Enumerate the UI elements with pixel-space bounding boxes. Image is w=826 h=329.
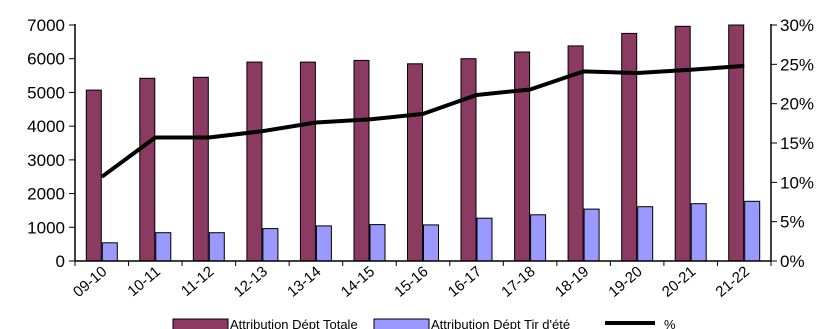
bar-tir-ete	[423, 224, 439, 262]
x-category-label: 10-11	[124, 263, 163, 300]
y-left-tick-label: 5000	[27, 83, 65, 102]
y-right-tick-label: 0%	[780, 252, 805, 271]
y-left-tick-label: 6000	[27, 50, 65, 69]
bar-totale	[460, 58, 477, 262]
y-left-tick-label: 7000	[27, 16, 65, 35]
bar-totale	[728, 24, 745, 262]
bar-totale	[246, 61, 263, 262]
bar-totale	[674, 25, 691, 262]
x-category-label: 15-16	[391, 263, 431, 301]
y-right-tick-label: 30%	[780, 16, 814, 35]
bar-tir-ete	[744, 200, 761, 262]
bar-tir-ete	[155, 232, 172, 262]
bar-tir-ete	[208, 232, 225, 262]
line-layer	[100, 63, 745, 179]
x-category-label: 14-15	[338, 263, 378, 301]
bar-totale	[353, 59, 370, 262]
bar-tir-ete	[476, 217, 493, 262]
bar-totale	[514, 51, 531, 262]
y-left-tick-label: 3000	[27, 151, 65, 170]
y-right-tick-label: 5%	[780, 213, 805, 232]
y-right-tick-label: 25%	[780, 55, 814, 74]
bar-tir-ete	[369, 224, 386, 262]
legend-label-totale: Attribution Dépt Totale	[230, 317, 358, 329]
x-category-label: 09-10	[70, 263, 110, 301]
y-left-tick-label: 2000	[27, 185, 65, 204]
bar-tir-ete	[262, 228, 279, 262]
x-category-label: 21-22	[712, 263, 752, 301]
legend-label-tir-ete: Attribution Dépt Tir d'été	[431, 317, 570, 329]
bar-tir-ete	[690, 203, 707, 262]
percent-line	[100, 63, 745, 179]
legend-swatch-totale	[172, 318, 229, 329]
x-category-label: 20-21	[659, 263, 699, 301]
x-category-label: 12-13	[231, 263, 271, 301]
bar-tir-ete	[101, 242, 118, 262]
bar-totale	[567, 45, 584, 262]
y-left-tick-label: 1000	[27, 218, 65, 237]
bar-tir-ete	[583, 208, 600, 262]
legend-label-percent: %	[664, 317, 676, 329]
bar-tir-ete	[637, 206, 654, 262]
y-left-tick-label: 4000	[27, 117, 65, 136]
y-right-tick-label: 15%	[780, 134, 814, 153]
y-right-tick-label: 20%	[780, 95, 814, 114]
x-category-label: 19-20	[605, 263, 645, 301]
bar-tir-ete	[315, 225, 332, 262]
x-category-label: 17-18	[498, 263, 538, 301]
bar-totale	[407, 63, 423, 262]
bar-totale	[621, 32, 638, 262]
x-category-label: 13-14	[284, 263, 324, 301]
bar-totale	[85, 89, 102, 262]
bar-totale	[299, 61, 316, 262]
x-category-label: 11-12	[178, 263, 217, 300]
x-category-label: 16-17	[445, 263, 485, 301]
y-right-tick-label: 10%	[780, 173, 814, 192]
x-category-label: 18-19	[552, 263, 592, 301]
y-left-tick-label: 0	[56, 252, 65, 271]
bar-tir-ete	[530, 214, 547, 262]
legend-swatch-tir-ete	[373, 318, 430, 329]
bar-totale	[139, 77, 156, 262]
bar-totale	[192, 76, 209, 262]
bars-layer	[85, 24, 761, 262]
legend: Attribution Dépt Totale Attribution Dépt…	[172, 317, 676, 329]
